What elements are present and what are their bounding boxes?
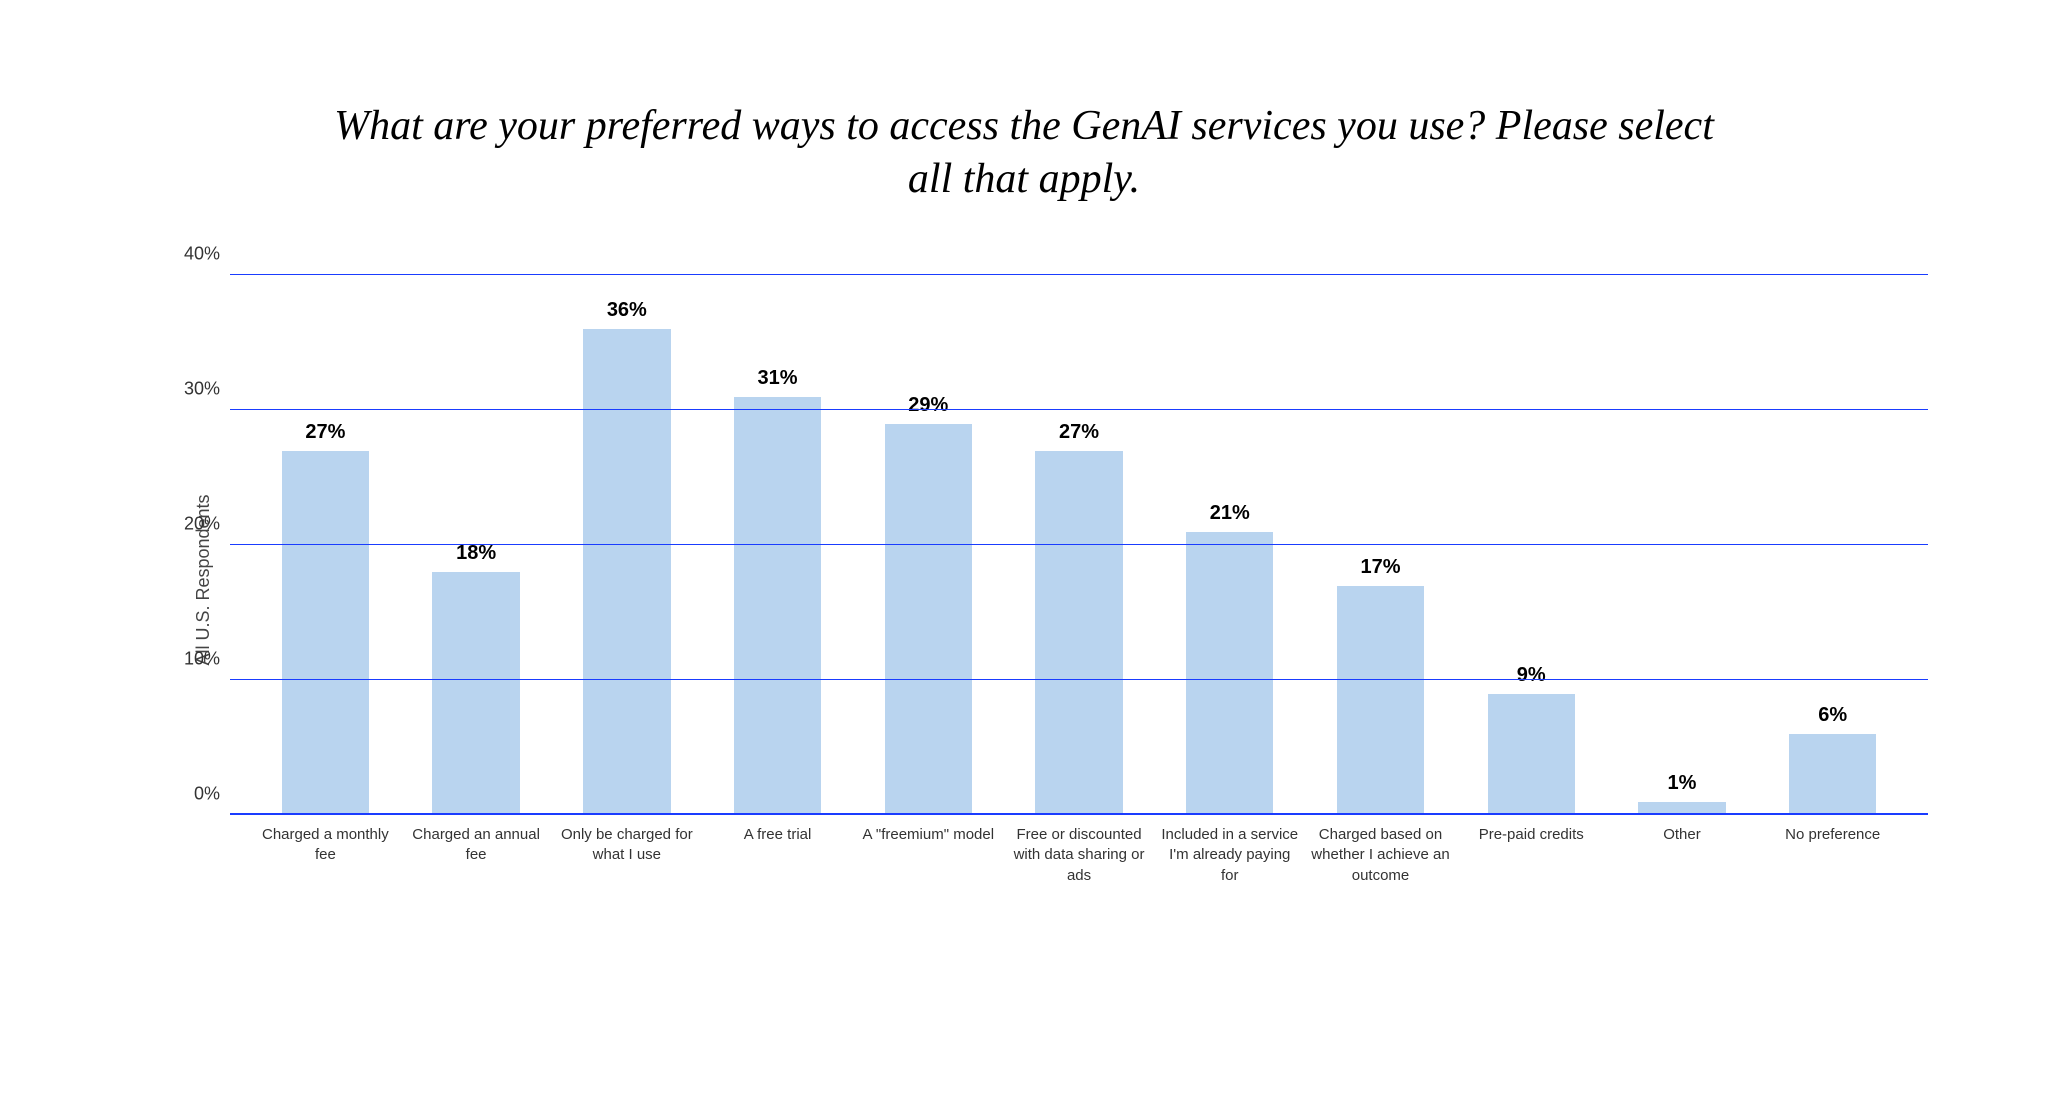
bar-slot: 1% <box>1607 275 1758 815</box>
gridline <box>230 813 1928 815</box>
bar-slot: 29% <box>853 275 1004 815</box>
x-axis-label: Charged a monthly fee <box>250 825 401 886</box>
y-tick-label: 30% <box>160 379 220 400</box>
bar: 9% <box>1488 694 1575 816</box>
gridline <box>230 544 1928 545</box>
bar-value-label: 9% <box>1517 664 1546 687</box>
bar-slot: 36% <box>551 275 702 815</box>
bar-slot: 18% <box>401 275 552 815</box>
bar: 27% <box>282 451 369 816</box>
y-tick-label: 10% <box>160 649 220 670</box>
bar: 18% <box>432 572 519 815</box>
gridline <box>230 409 1928 410</box>
bar-value-label: 27% <box>1059 421 1099 444</box>
bar-value-label: 31% <box>758 367 798 390</box>
chart-title: What are your preferred ways to access t… <box>324 100 1724 205</box>
x-axis-label: Only be charged for what I use <box>551 825 702 886</box>
bar: 27% <box>1035 451 1122 816</box>
plot-area: 27%18%36%31%29%27%21%17%9%1%6% 0%10%20%3… <box>230 275 1928 815</box>
x-axis-label: A free trial <box>702 825 853 886</box>
y-tick-label: 20% <box>160 514 220 535</box>
y-tick-label: 0% <box>160 784 220 805</box>
bar-slot: 21% <box>1154 275 1305 815</box>
bar-slot: 27% <box>250 275 401 815</box>
y-tick-label: 40% <box>160 244 220 265</box>
x-axis-label: Charged based on whether I achieve an ou… <box>1305 825 1456 886</box>
bar-value-label: 17% <box>1360 556 1400 579</box>
bars-container: 27% 18% 36% 31% 29% 27% 21% 17% 9% 1% 6% <box>230 275 1928 815</box>
bar-value-label: 29% <box>908 394 948 417</box>
x-axis-label: Other <box>1607 825 1758 886</box>
bar-slot: 6% <box>1757 275 1908 815</box>
bar: 29% <box>885 424 972 816</box>
x-axis-label: Charged an annual fee <box>401 825 552 886</box>
x-axis-label: Pre-paid credits <box>1456 825 1607 886</box>
bar-value-label: 27% <box>305 421 345 444</box>
x-axis-label: No preference <box>1757 825 1908 886</box>
bar-slot: 31% <box>702 275 853 815</box>
x-axis-label: A "freemium" model <box>853 825 1004 886</box>
x-axis-labels: Charged a monthly feeCharged an annual f… <box>230 815 1928 886</box>
chart-container: All U.S. Respondents 27%18%36%31%29%27%2… <box>160 275 1928 886</box>
bar-value-label: 1% <box>1668 772 1697 795</box>
bar-value-label: 36% <box>607 299 647 322</box>
gridline <box>230 679 1928 680</box>
chart-page: What are your preferred ways to access t… <box>0 0 2048 1114</box>
bar-value-label: 6% <box>1818 704 1847 727</box>
bar: 36% <box>583 329 670 815</box>
bar-slot: 27% <box>1004 275 1155 815</box>
x-axis-label: Included in a service I'm already paying… <box>1154 825 1305 886</box>
bar-value-label: 21% <box>1210 502 1250 525</box>
bar-slot: 17% <box>1305 275 1456 815</box>
bar: 6% <box>1789 734 1876 815</box>
gridline <box>230 274 1928 275</box>
bar-slot: 9% <box>1456 275 1607 815</box>
bar: 17% <box>1337 586 1424 816</box>
bar: 21% <box>1186 532 1273 816</box>
bar-value-label: 18% <box>456 542 496 565</box>
x-axis-label: Free or discounted with data sharing or … <box>1004 825 1155 886</box>
bar: 31% <box>734 397 821 816</box>
